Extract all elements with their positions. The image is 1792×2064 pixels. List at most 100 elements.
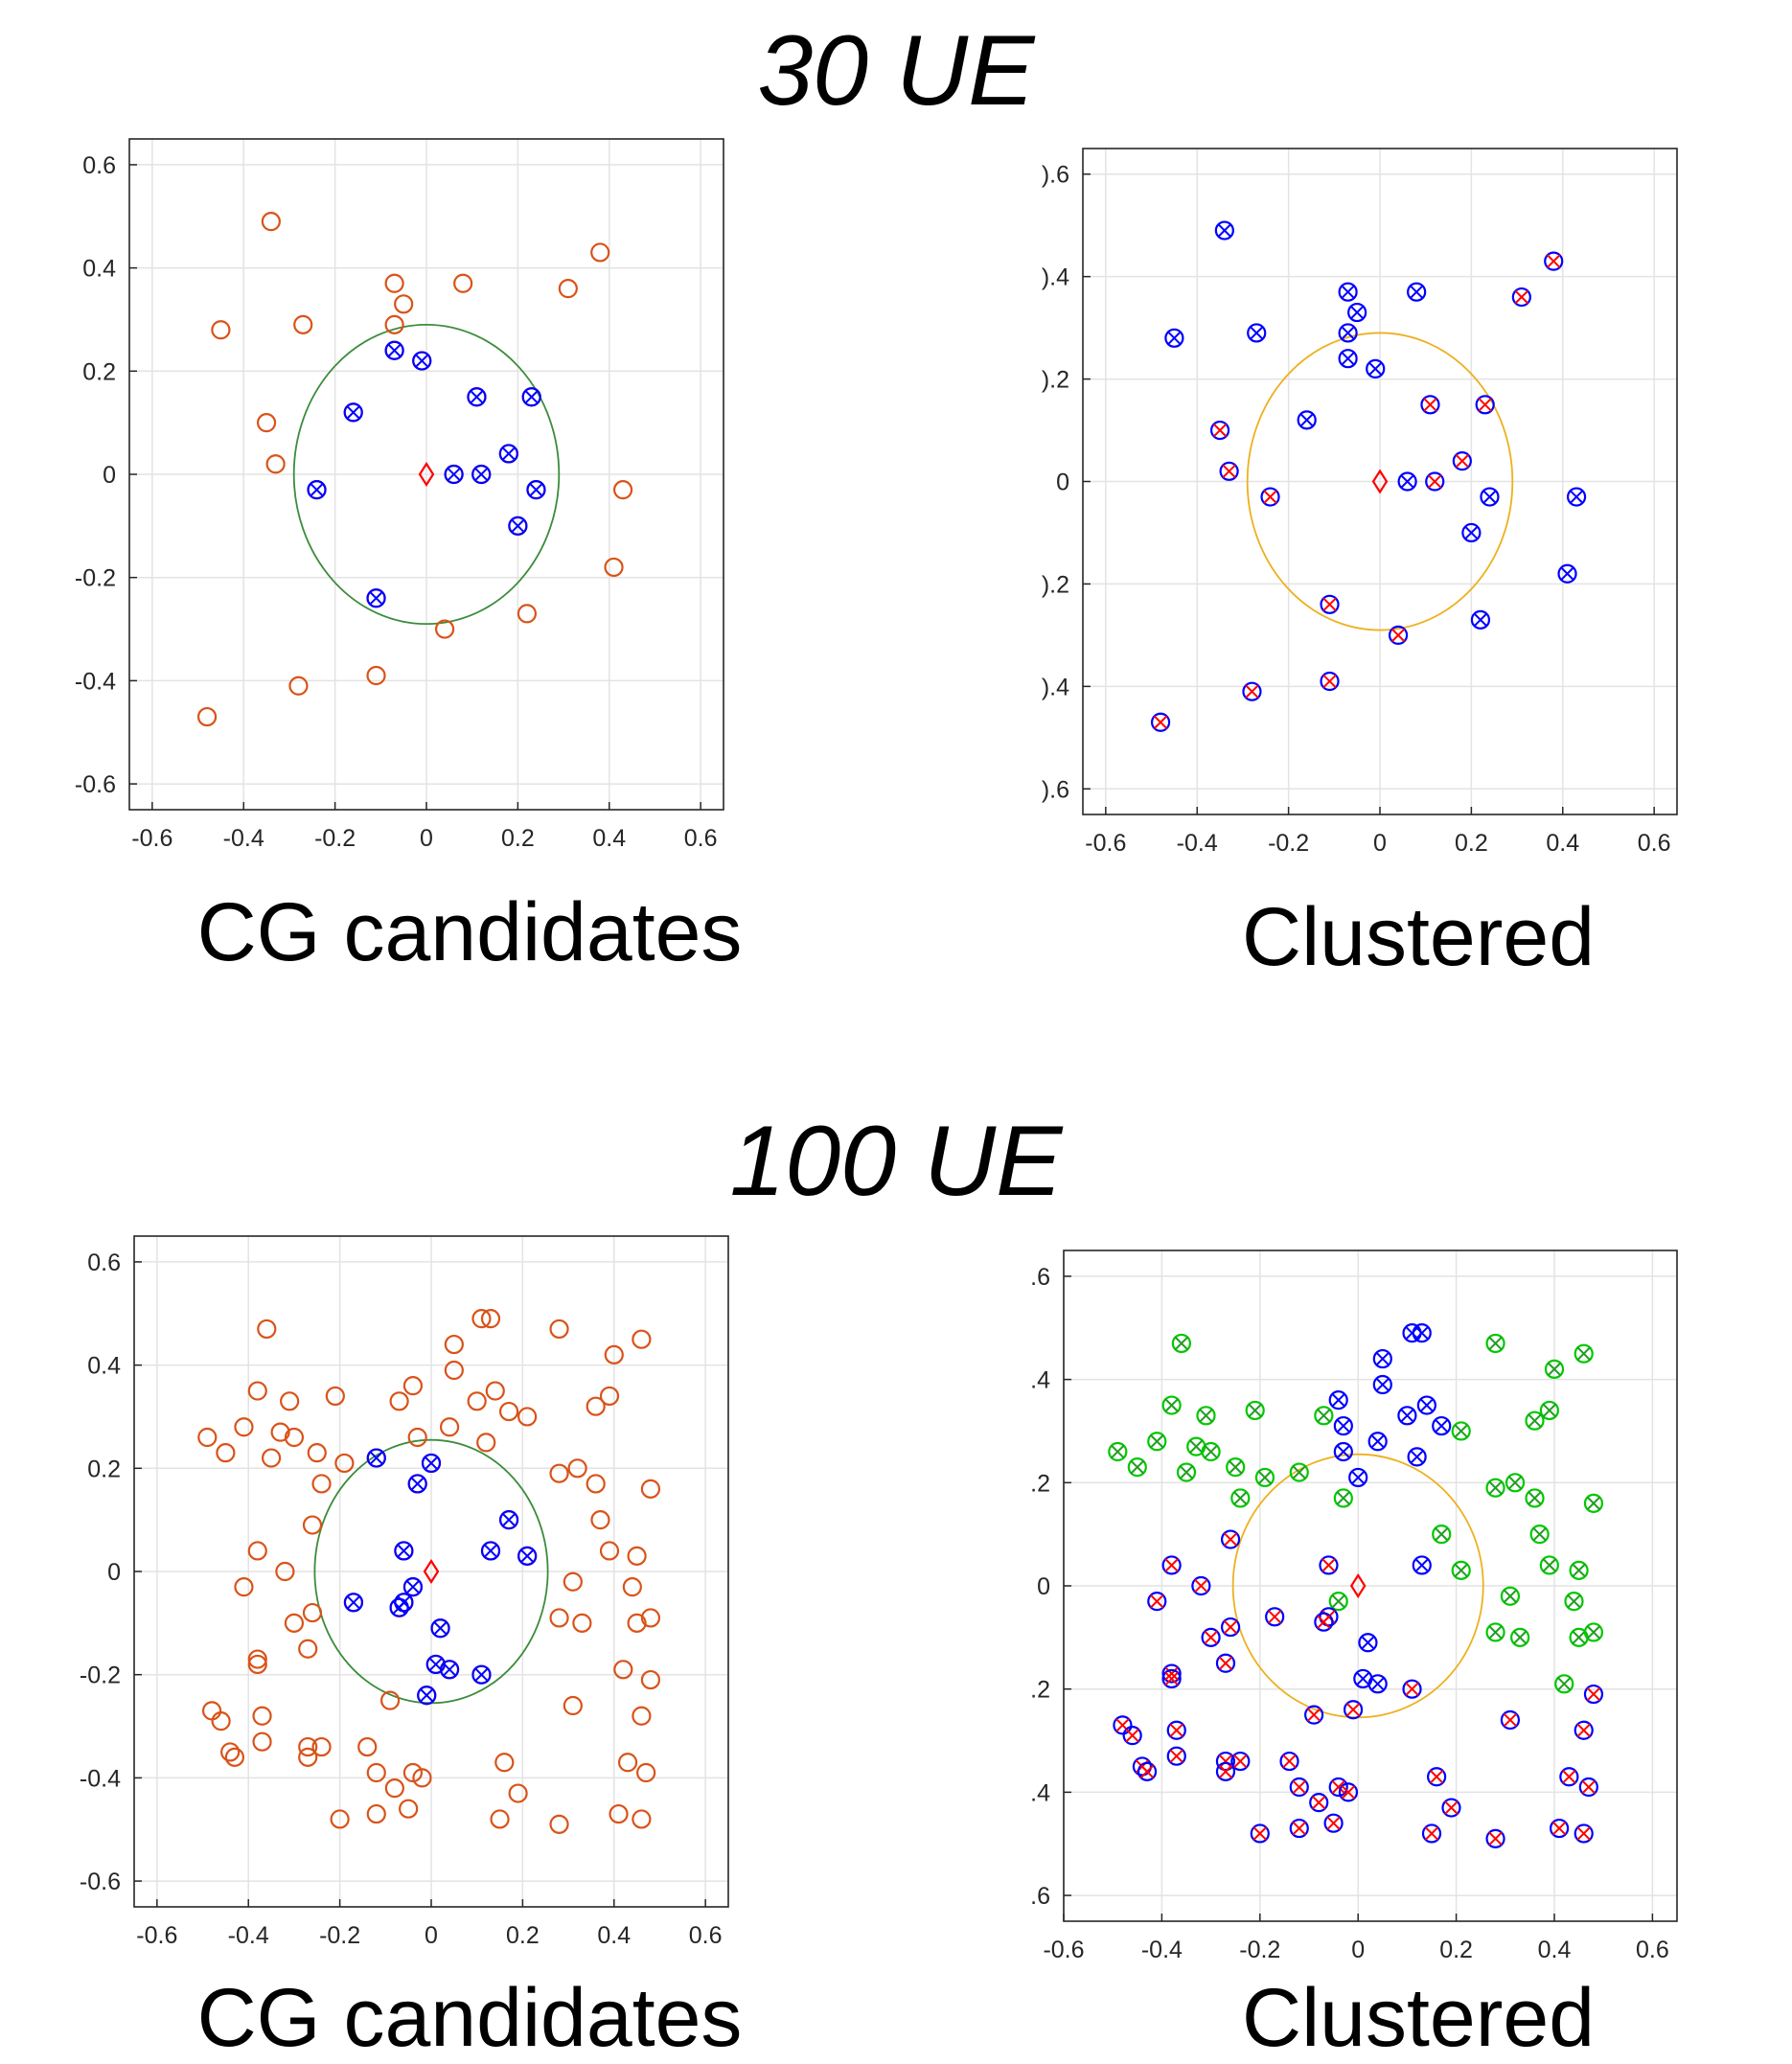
selected-point: [402, 1577, 424, 1597]
caption-30ue-candidates: CG candidates: [196, 886, 743, 978]
cluster-cross-red: [1267, 1610, 1282, 1624]
candidate-point: [549, 1319, 569, 1340]
candidate-point: [604, 1344, 624, 1365]
cluster-cross-blue-stroke: [1341, 285, 1355, 299]
cluster-cross-green-stroke: [1317, 1409, 1331, 1423]
cluster-cross-red-stroke: [1150, 1594, 1164, 1609]
candidate-point: [298, 1736, 318, 1757]
x-tick-label: -0.2: [319, 1922, 360, 1945]
cluster-cross-red-stroke: [1222, 464, 1236, 478]
y-tick-label: ).4: [1042, 674, 1069, 700]
cluster-cross-red-stroke: [1405, 1682, 1419, 1696]
candidate-point: [617, 1753, 638, 1773]
y-tick-label: ).2: [1042, 367, 1069, 394]
cluster-cross-green-stroke: [1336, 1491, 1351, 1505]
cluster-cross-red: [1218, 1656, 1233, 1670]
cluster-cross-green: [1317, 1409, 1331, 1423]
cluster-cross-red-stroke: [1503, 1712, 1518, 1728]
cluster-point-red: [1425, 471, 1445, 492]
cluster-point-red: [1161, 1668, 1182, 1689]
candidate-point: [627, 1546, 647, 1566]
cluster-point-red: [1279, 1751, 1299, 1772]
candidate-point: [640, 1608, 661, 1628]
cluster-point-red: [1420, 395, 1440, 415]
cluster-cross-blue-stroke: [1349, 305, 1365, 320]
cluster-cross-blue: [1351, 1470, 1366, 1485]
cluster-point-red: [1289, 1818, 1309, 1839]
selected-cross: [346, 1595, 361, 1610]
selected-cross: [474, 467, 489, 482]
cluster-cross-blue: [1361, 1636, 1375, 1650]
cluster-cross-red-stroke: [1478, 398, 1492, 412]
cluster-cross-blue-stroke: [1299, 413, 1314, 427]
cluster-cross-red-stroke: [1245, 684, 1259, 699]
cluster-point-red: [1289, 1777, 1309, 1798]
cluster-cross-blue-stroke: [1336, 1418, 1351, 1433]
cluster-cross-red: [1586, 1686, 1601, 1702]
candidate-point: [567, 1458, 587, 1479]
candidate-point: [407, 1427, 427, 1448]
cluster-cross-red: [1164, 1671, 1179, 1686]
selected-cross-stroke: [501, 1512, 517, 1527]
cluster-cross-green: [1512, 1630, 1528, 1645]
cluster-point-blue: [1470, 609, 1491, 630]
axes-box: [1082, 148, 1678, 815]
cluster-point-red: [1215, 1751, 1236, 1772]
candidate-point: [211, 320, 231, 340]
cluster-cross-red: [1223, 1532, 1238, 1547]
selected-cross: [369, 591, 383, 606]
cluster-point-red: [1583, 1684, 1604, 1705]
cluster-point-red: [1161, 1663, 1182, 1684]
cluster-point-blue: [1338, 323, 1358, 343]
selected-cross: [410, 1477, 425, 1491]
cluster-point-red: [1485, 1828, 1505, 1848]
candidate-point: [366, 1762, 386, 1783]
candidate-point: [257, 1319, 277, 1340]
cluster-point-red: [1230, 1751, 1251, 1772]
chart-30ue-candidates: -0.6 -0.6 -0.4 -0.4 -0.2 -0.2 0 0 0.2 0.2 0.4 0.4 0.…: [75, 138, 724, 848]
selected-cross: [501, 447, 517, 461]
cluster-cross-red: [1212, 423, 1228, 438]
cluster-cross-red-stroke: [1306, 1708, 1321, 1722]
cluster-cross-green: [1130, 1459, 1144, 1475]
cluster-cross-red: [1312, 1795, 1326, 1810]
cluster-cross-green-stroke: [1454, 1563, 1468, 1578]
cluster-cross-blue: [1356, 1671, 1370, 1686]
cluster-cross-blue-stroke: [1250, 326, 1264, 340]
cluster-cross-green-stroke: [1586, 1496, 1601, 1511]
cluster-cross-red-stroke: [1139, 1764, 1155, 1779]
selected-point: [366, 1448, 386, 1468]
cluster-point-blue: [1347, 302, 1367, 323]
y-tick-label: -0.4: [75, 668, 116, 695]
cluster-cross-red: [1164, 1558, 1179, 1572]
cluster-cross-red-stroke: [1423, 398, 1437, 412]
x-tick-label: 0.2: [1455, 830, 1488, 857]
x-tick-label: 0: [420, 825, 433, 848]
cluster-cross-red: [1321, 1558, 1336, 1572]
cluster-point-green: [1529, 1525, 1550, 1545]
cluster-point-blue: [1416, 1395, 1436, 1415]
cluster-cross-green: [1557, 1677, 1572, 1691]
cluster-cross-red-stroke: [1321, 1558, 1336, 1572]
cluster-point-blue: [1480, 487, 1500, 507]
candidate-point: [247, 1649, 267, 1669]
candidate-point: [384, 273, 404, 293]
cluster-cross-green-stroke: [1542, 1403, 1557, 1418]
cluster-cross-red: [1218, 1754, 1233, 1769]
cluster-cross-red: [1405, 1682, 1419, 1696]
cluster-cross-red: [1153, 715, 1168, 729]
selected-cross: [529, 482, 543, 497]
candidate-point: [261, 212, 281, 232]
cluster-cross-blue: [1349, 305, 1365, 320]
cluster-cross-green-stroke: [1547, 1362, 1562, 1377]
cluster-cross-red-stroke: [1322, 674, 1337, 689]
cluster-cross-blue-stroke: [1356, 1671, 1370, 1686]
selected-point: [508, 516, 528, 536]
candidate-point: [280, 1391, 300, 1411]
cluster-cross-red-stroke: [1292, 1779, 1306, 1795]
cluster-cross-red-stroke: [1576, 1723, 1591, 1737]
candidate-point: [632, 1706, 652, 1726]
cluster-cross-green: [1204, 1444, 1218, 1459]
cluster-cross-green: [1257, 1470, 1273, 1485]
selected-cross-stroke: [387, 343, 402, 357]
